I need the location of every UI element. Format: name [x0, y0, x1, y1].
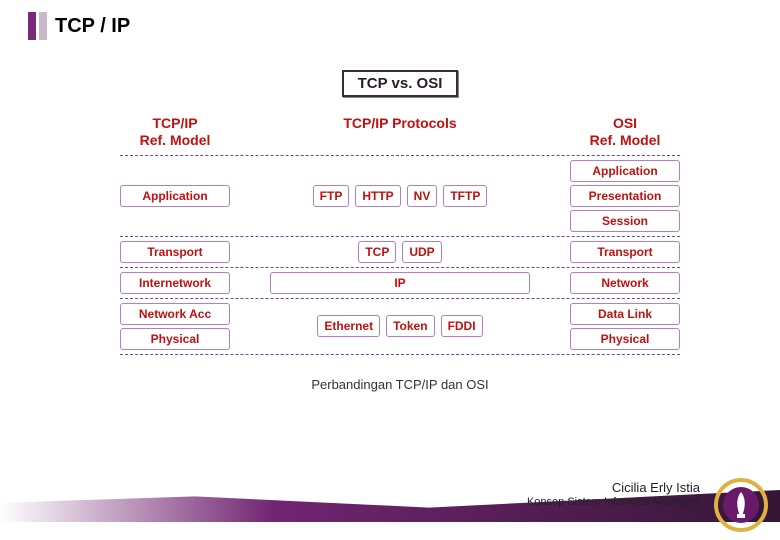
header-tcpip-protocols: TCP/IP Protocols [270, 115, 530, 149]
col-mid: FTPHTTP NVTFTP [270, 160, 530, 232]
layer-box: FDDI [441, 315, 483, 337]
seal-base-glyph [737, 514, 745, 518]
col-left: Transport [120, 241, 230, 263]
layer-row: Application FTPHTTP NVTFTP Application Prese… [120, 160, 680, 232]
column-headers: TCP/IPRef. Model TCP/IP Protocols OSIRef… [120, 115, 680, 149]
col-right: Network [570, 272, 680, 294]
diagram-header: TCP vs. OSI [120, 70, 680, 97]
col-left: Application [120, 160, 230, 232]
footer-author: Cicilia Erly Istia [527, 480, 700, 496]
col-right: Transport [570, 241, 680, 263]
layer-row: Network Acc Physical Ethernet Token FDDI Data… [120, 303, 680, 350]
layer-box: Token [386, 315, 434, 337]
layer-row: Transport TCP UDP Transport [120, 241, 680, 263]
layer-box: HTTP [355, 185, 400, 207]
footer-subtitle: Konsep Sistem Informasi Akuntansi [527, 496, 700, 510]
vs-title-box: TCP vs. OSI [342, 70, 459, 97]
col-left: Internetwork [120, 272, 230, 294]
layer-box: NV [407, 185, 438, 207]
row-divider [120, 354, 680, 355]
layer-box: Application [120, 185, 230, 207]
layer-box: Transport [120, 241, 230, 263]
diagram-caption: Perbandingan TCP/IP dan OSI [120, 377, 680, 392]
title-bar: TCP / IP [28, 12, 130, 40]
col-mid: IP [270, 272, 530, 294]
row-divider [120, 298, 680, 299]
row-divider [120, 155, 680, 156]
title-accent-bar-1 [28, 12, 36, 40]
col-mid: Ethernet Token FDDI [270, 303, 530, 350]
layer-box: Presentation [570, 185, 680, 207]
layer-box: TFTP [443, 185, 487, 207]
layer-row: Internetwork IP Network [120, 272, 680, 294]
diagram-rows: Application FTPHTTP NVTFTP Application Prese… [120, 155, 680, 355]
page-title: TCP / IP [55, 15, 130, 38]
layer-box: Application [570, 160, 680, 182]
layer-box: UDP [402, 241, 441, 263]
row-divider [120, 236, 680, 237]
layer-box: Network [570, 272, 680, 294]
layer-box: IP [270, 272, 530, 294]
layer-box: Transport [570, 241, 680, 263]
layer-box: Internetwork [120, 272, 230, 294]
row-divider [120, 267, 680, 268]
layer-box: Ethernet [317, 315, 380, 337]
university-seal-icon [714, 478, 768, 532]
layer-box: Network Acc [120, 303, 230, 325]
layer-box: Physical [120, 328, 230, 350]
col-left: Network Acc Physical [120, 303, 230, 350]
col-right: Data Link Physical [570, 303, 680, 350]
col-mid: TCP UDP [270, 241, 530, 263]
footer-text: Cicilia Erly Istia Konsep Sistem Informa… [527, 480, 700, 510]
title-accent-bar-2 [39, 12, 47, 40]
comparison-diagram: TCP vs. OSI TCP/IPRef. Model TCP/IP Prot… [120, 70, 680, 392]
layer-box: Physical [570, 328, 680, 350]
layer-box: Data Link [570, 303, 680, 325]
col-right: Application Presentation Session [570, 160, 680, 232]
layer-box: TCP [358, 241, 396, 263]
layer-box: Session [570, 210, 680, 232]
header-tcpip-model: TCP/IPRef. Model [120, 115, 230, 149]
layer-box: FTP [313, 185, 350, 207]
header-osi-model: OSIRef. Model [570, 115, 680, 149]
